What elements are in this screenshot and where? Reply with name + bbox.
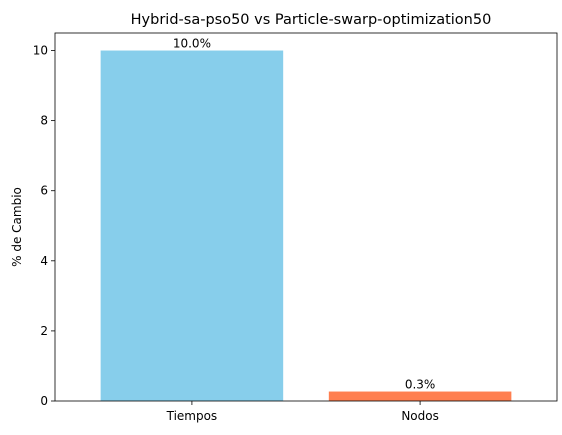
y-axis-label: % de Cambio	[10, 187, 24, 267]
y-tick-label: 2	[40, 324, 48, 338]
data-label-nodos: 0.3%	[405, 378, 436, 392]
chart-title: Hybrid-sa-pso50 vs Particle-swarp-optimi…	[131, 12, 492, 28]
y-tick-label: 10	[33, 44, 48, 58]
axes-layer: Tiempos Nodos 0 2 4 6 8 10	[33, 44, 439, 423]
plot-frame	[54, 32, 558, 402]
bar-tiempos	[100, 50, 284, 402]
x-tick-label-tiempos: Tiempos	[166, 409, 218, 423]
y-tick-label: 4	[40, 254, 48, 268]
x-tick-label-nodos: Nodos	[401, 409, 439, 423]
y-tick-label: 0	[40, 394, 48, 408]
marks-layer: 10.0% 0.3%	[100, 37, 512, 402]
y-tick-label: 8	[40, 114, 48, 128]
data-label-tiempos: 10.0%	[173, 37, 211, 51]
y-tick-label: 6	[40, 184, 48, 198]
bar-nodos	[328, 391, 512, 401]
